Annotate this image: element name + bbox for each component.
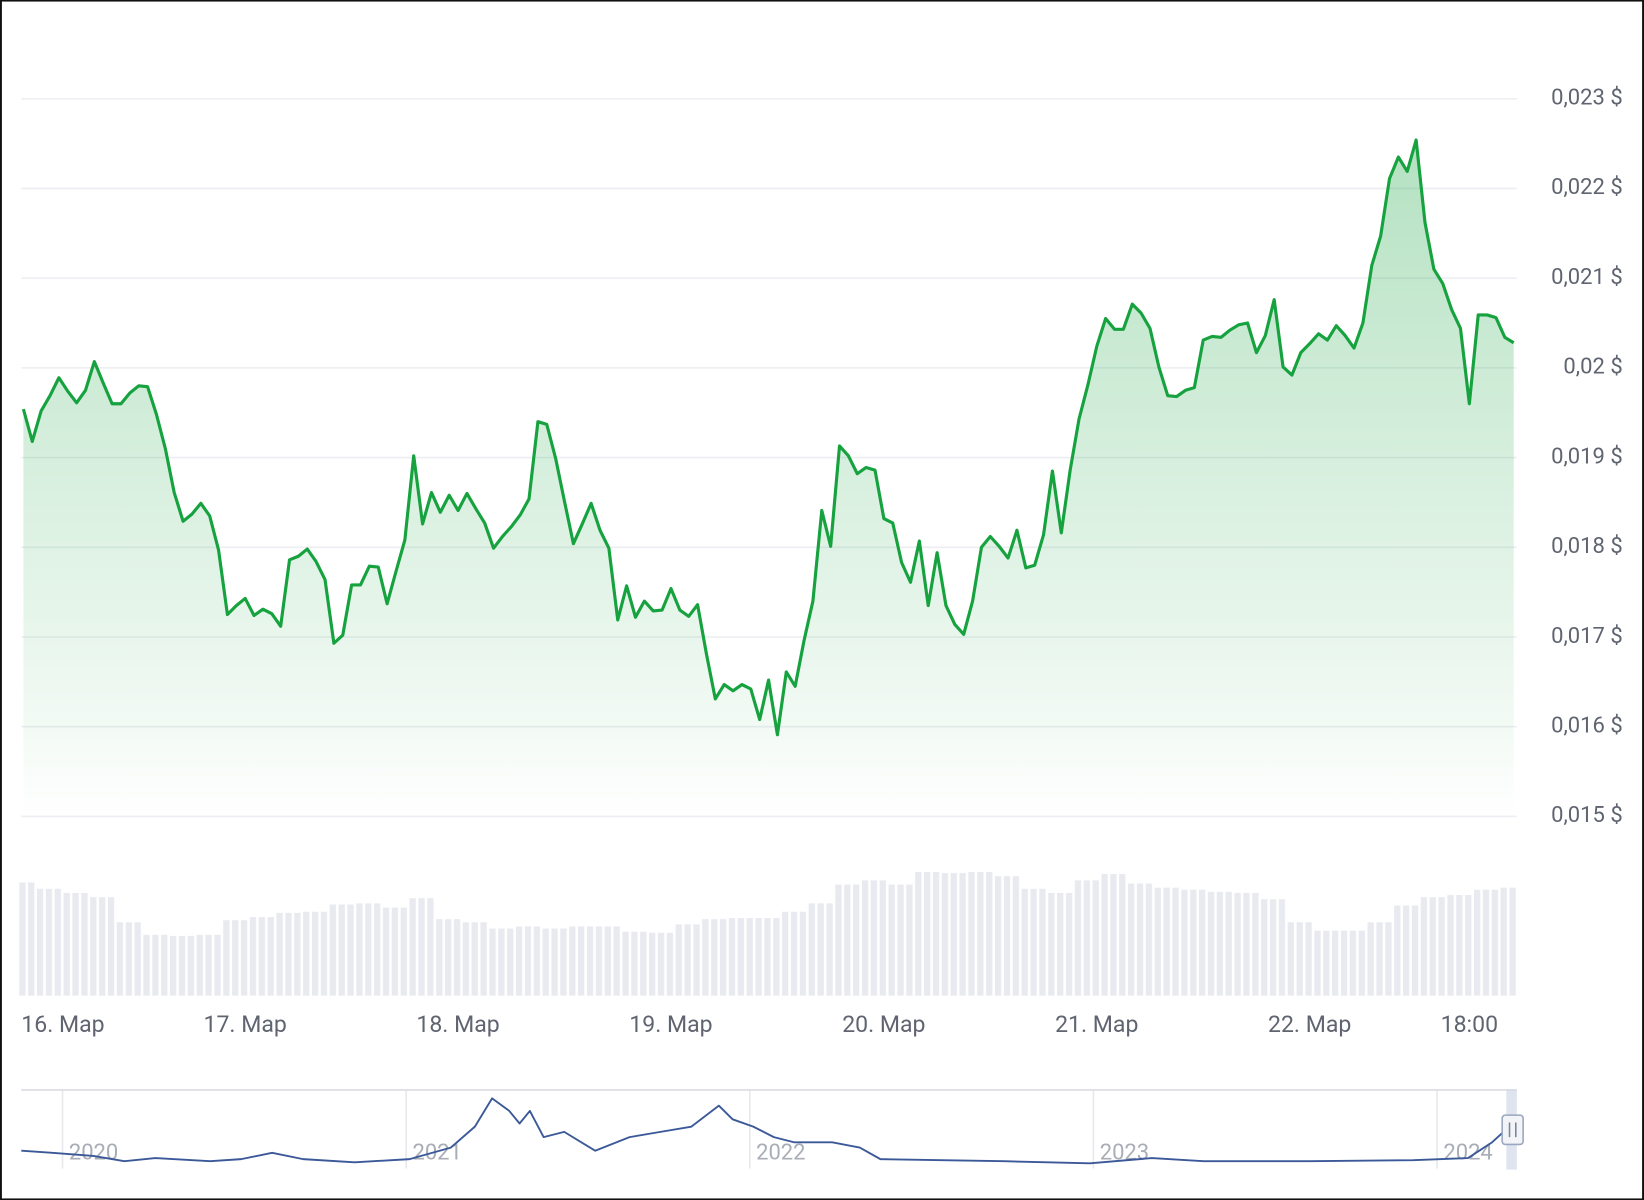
volume-bar xyxy=(1473,889,1501,996)
volume-bar xyxy=(1367,922,1394,996)
volume-bar xyxy=(1181,889,1208,996)
volume-bar xyxy=(63,892,90,996)
y-tick-label: 0,018 $ xyxy=(1551,534,1623,559)
volume-bar xyxy=(249,917,277,996)
y-tick-label: 0,021 $ xyxy=(1551,265,1623,290)
x-tick-label: 16. Мар xyxy=(21,1011,104,1038)
volume-bar xyxy=(542,928,569,996)
price-area xyxy=(23,139,1514,817)
volume-bar xyxy=(835,884,862,996)
volume-bar xyxy=(302,911,330,996)
y-tick-label: 0,019 $ xyxy=(1551,444,1623,469)
volume-bar xyxy=(19,882,37,996)
y-tick-label: 0,023 $ xyxy=(1551,86,1623,111)
volume-bar xyxy=(276,912,303,996)
volume-bar xyxy=(648,932,676,996)
volume-bar xyxy=(1127,883,1155,996)
y-tick-label: 0,017 $ xyxy=(1551,624,1623,649)
navigator-line xyxy=(21,1097,1510,1165)
volume-bar xyxy=(808,903,836,996)
x-tick-label: 21. Мар xyxy=(1055,1011,1138,1038)
volume-bar xyxy=(116,922,144,996)
volume-bar xyxy=(595,926,623,996)
navigator-tick-label: 2020 xyxy=(69,1141,118,1166)
plot-layer: 0,015 $ 0,016 $ 0,017 $ 0,018 $ 0,019 $ 0,02 … xyxy=(19,86,1623,1169)
x-tick-label: 22. Мар xyxy=(1268,1011,1351,1038)
navigator-tick-label: 2022 xyxy=(756,1141,805,1166)
y-tick-label: 0,022 $ xyxy=(1551,175,1623,200)
volume-bar xyxy=(941,873,969,996)
volume-bar xyxy=(1314,930,1341,996)
volume-bar xyxy=(435,919,463,996)
x-tick-label: 17. Мар xyxy=(204,1011,287,1038)
volume-bar xyxy=(143,934,170,996)
volume-bar xyxy=(1074,880,1102,996)
volume-bar xyxy=(1287,922,1315,996)
volume-bar xyxy=(675,924,703,996)
volume-bar xyxy=(1447,895,1474,996)
volume-bar xyxy=(1234,892,1261,996)
volume-bar xyxy=(36,888,64,996)
x-tick-label: 18:00 xyxy=(1441,1011,1498,1038)
volume-bar xyxy=(861,880,889,996)
y-tick-label: 0,02 $ xyxy=(1563,355,1622,380)
volume-bar xyxy=(888,884,915,996)
volume-bar xyxy=(462,922,490,996)
volume-bar xyxy=(1207,891,1235,996)
x-tick-label: 19. Мар xyxy=(629,1011,712,1038)
volume-bar xyxy=(196,934,223,996)
volume-bar xyxy=(356,903,383,996)
price-line xyxy=(21,138,1515,737)
volume-bar xyxy=(1047,892,1075,996)
volume-bar xyxy=(755,918,782,996)
volume-bar xyxy=(968,871,995,996)
volume-bar xyxy=(994,876,1022,996)
volume-bar xyxy=(329,904,357,996)
volume-bar xyxy=(914,871,942,996)
volume-bar xyxy=(1500,887,1518,996)
volume-bar xyxy=(781,911,809,996)
y-tick-label: 0,016 $ xyxy=(1551,714,1623,739)
volume-bar xyxy=(489,928,516,996)
navigator-handle[interactable] xyxy=(1501,1114,1524,1146)
volume-bar xyxy=(1420,897,1448,996)
volume-bar xyxy=(1340,930,1368,996)
volume-bar xyxy=(169,935,197,996)
volume-bar xyxy=(1101,874,1128,996)
volume-bar xyxy=(1154,887,1182,996)
x-tick-label: 20. Мар xyxy=(842,1011,925,1038)
volume-bar xyxy=(702,919,729,996)
volume-bar xyxy=(728,918,756,996)
volume-bar xyxy=(382,907,410,996)
volume-bar xyxy=(622,931,649,996)
volume-bar xyxy=(89,897,117,996)
volume-bar xyxy=(568,926,596,996)
volume-bar xyxy=(1260,899,1288,996)
volume-bar xyxy=(409,898,436,996)
volume-bar xyxy=(222,920,250,996)
volume-bar xyxy=(515,926,543,996)
navigator-tick-label: 2024 xyxy=(1443,1141,1492,1166)
y-tick-label: 0,015 $ xyxy=(1551,803,1623,828)
volume-bar xyxy=(1393,905,1421,996)
x-tick-label: 18. Мар xyxy=(416,1011,499,1038)
volume-bar xyxy=(1021,888,1048,996)
